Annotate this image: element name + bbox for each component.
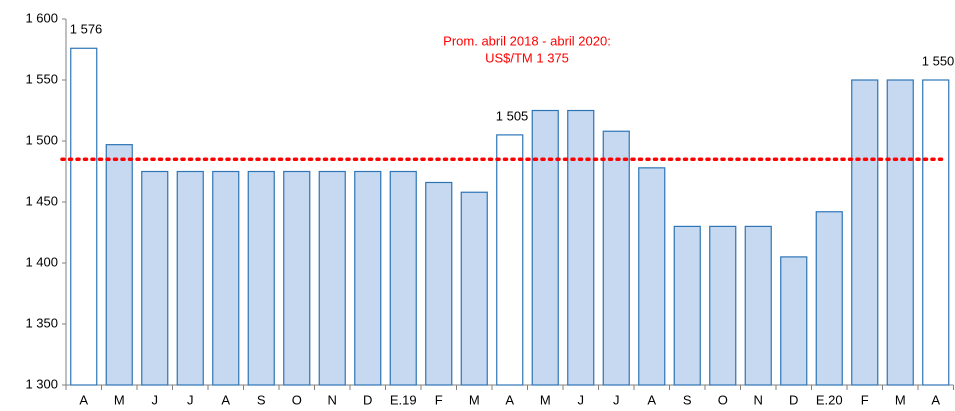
bar (70, 47, 98, 386)
bar (176, 170, 204, 386)
x-tick-label: S (257, 392, 266, 407)
x-tick-label: A (221, 392, 230, 407)
bar (460, 191, 488, 386)
x-tick-label: N (754, 392, 763, 407)
x-tick-label: E.19 (390, 392, 417, 407)
x-tick-label: M (895, 392, 906, 407)
x-tick-label: J (152, 392, 159, 407)
bar (389, 170, 417, 386)
bar (602, 130, 630, 386)
bar (531, 109, 559, 386)
x-tick-label: M (469, 392, 480, 407)
value-label: 1 550 (922, 53, 955, 68)
bar (815, 211, 843, 386)
x-tick-label: F (435, 392, 443, 407)
bar (673, 225, 701, 386)
y-tick-label: 1 500 (25, 132, 58, 147)
bar (247, 170, 275, 386)
bar (709, 225, 737, 386)
bar (318, 170, 346, 386)
y-tick-label: 1 450 (25, 193, 58, 208)
bar (283, 170, 311, 386)
y-tick-label: 1 600 (25, 10, 58, 25)
bar (922, 79, 950, 386)
bar (212, 170, 240, 386)
y-tick-label: 1 400 (25, 254, 58, 269)
y-tick-label: 1 550 (25, 71, 58, 86)
x-tick-label: O (292, 392, 302, 407)
x-tick-label: O (718, 392, 728, 407)
x-tick-label: D (789, 392, 798, 407)
x-tick-label: S (683, 392, 692, 407)
x-tick-label: A (647, 392, 656, 407)
bar (744, 225, 772, 386)
x-tick-label: A (931, 392, 940, 407)
x-tick-label: F (861, 392, 869, 407)
bar (638, 167, 666, 386)
bar (425, 181, 453, 386)
bar (354, 170, 382, 386)
x-tick-label: A (79, 392, 88, 407)
bar (141, 170, 169, 386)
x-tick-label: E.20 (816, 392, 843, 407)
value-label: 1 576 (70, 22, 103, 37)
bar (780, 256, 808, 386)
y-tick-label: 1 350 (25, 315, 58, 330)
x-tick-label: J (613, 392, 620, 407)
bar (567, 109, 595, 386)
x-tick-label: M (540, 392, 551, 407)
x-tick-label: J (187, 392, 194, 407)
bar (886, 79, 914, 386)
y-tick-label: 1 300 (25, 376, 58, 391)
bar (105, 144, 133, 386)
x-tick-label: J (578, 392, 585, 407)
x-tick-label: A (505, 392, 514, 407)
x-tick-label: N (328, 392, 337, 407)
x-tick-label: M (114, 392, 125, 407)
bar (851, 79, 879, 386)
bar (496, 134, 524, 386)
annotation: Prom. abril 2018 - abril 2020: (443, 33, 611, 48)
value-label: 1 505 (496, 108, 529, 123)
annotation: US$/TM 1 375 (485, 50, 569, 65)
x-tick-label: D (363, 392, 372, 407)
